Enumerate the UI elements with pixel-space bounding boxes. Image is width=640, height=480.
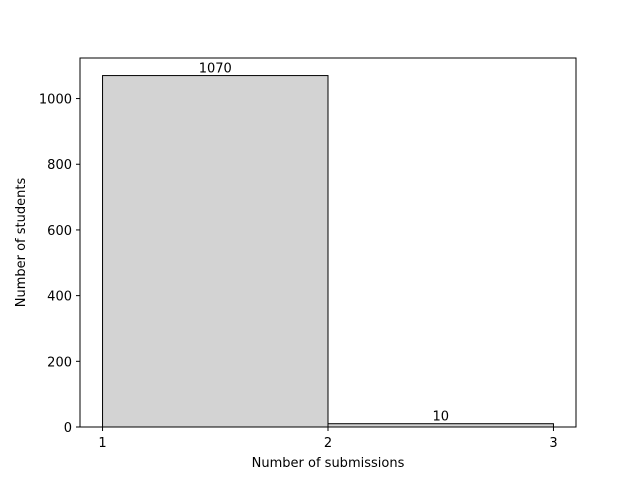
x-tick-label: 1 <box>98 436 106 451</box>
bar-labels-group: 1070 10 <box>199 62 449 425</box>
y-axis-label: Number of students <box>14 178 29 308</box>
x-axis-label: Number of submissions <box>252 456 405 471</box>
y-tick-label: 200 <box>47 355 72 370</box>
y-tick-label: 1000 <box>39 93 72 108</box>
x-axis-ticks: 1 2 3 <box>98 427 558 451</box>
bars-group <box>102 75 554 428</box>
bar-value-label: 10 <box>432 410 449 425</box>
x-tick-label: 3 <box>549 436 557 451</box>
y-tick-label: 400 <box>47 290 72 305</box>
y-tick-label: 600 <box>47 224 72 239</box>
bar-value-label: 1070 <box>199 62 232 77</box>
x-tick-label: 2 <box>324 436 332 451</box>
histogram-bar <box>102 75 329 428</box>
y-tick-label: 0 <box>64 421 72 436</box>
y-axis-ticks: 0 200 400 600 800 1000 <box>39 93 80 436</box>
y-tick-label: 800 <box>47 158 72 173</box>
